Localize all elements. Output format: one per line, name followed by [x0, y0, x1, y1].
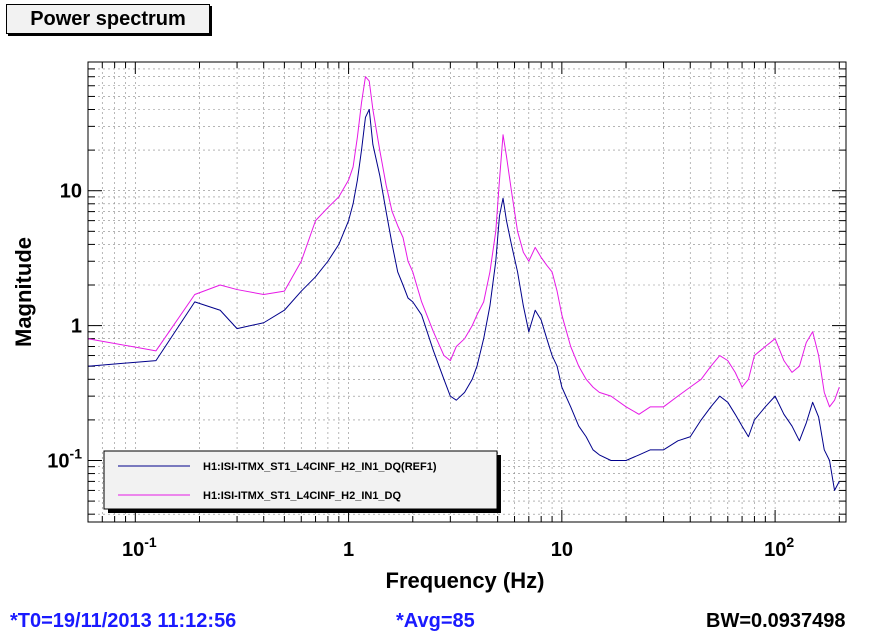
tick-label-layer: 10-1 1 10 102 10-1 1 10 — [47, 181, 794, 561]
chart-title: Power spectrum — [30, 8, 186, 30]
tick-layer — [87, 61, 846, 522]
legend: H1:ISI-ITMX_ST1_L4CINF_H2_IN1_DQ(REF1) H… — [103, 450, 501, 513]
chart-title-box: Power spectrum — [6, 4, 210, 34]
x-tick-label: 10 — [551, 539, 573, 561]
x-axis-label: Frequency (Hz) — [386, 568, 545, 593]
y-axis-label: Magnitude — [11, 237, 36, 347]
series-line-ref — [88, 109, 840, 491]
footer-bw: BW=0.0937498 — [706, 610, 846, 632]
series-layer — [88, 76, 840, 491]
x-tick-label: 1 — [343, 539, 354, 561]
plot-frame — [87, 61, 847, 523]
series-line-live — [88, 76, 840, 415]
x-tick-label: 102 — [764, 534, 794, 561]
legend-entry-live: H1:ISI-ITMX_ST1_L4CINF_H2_IN1_DQ — [203, 490, 401, 502]
y-tick-label: 10-1 — [47, 445, 82, 472]
y-tick-label: 1 — [71, 316, 82, 338]
footer-t0: *T0=19/11/2013 11:12:56 — [10, 610, 237, 632]
y-tick-label: 10 — [60, 181, 82, 203]
footer-avg: *Avg=85 — [396, 610, 475, 632]
x-tick-label: 10-1 — [122, 534, 157, 561]
legend-box — [103, 450, 498, 510]
legend-entry-ref: H1:ISI-ITMX_ST1_L4CINF_H2_IN1_DQ(REF1) — [203, 461, 437, 473]
